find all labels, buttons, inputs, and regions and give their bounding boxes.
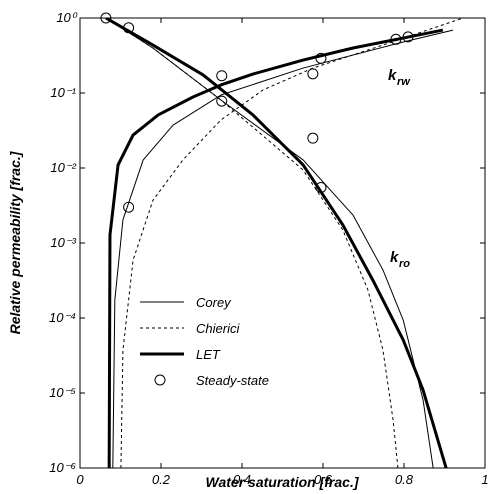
y-tick-label: 10⁻² <box>50 160 76 175</box>
y-tick-label: 10⁻³ <box>50 235 76 250</box>
annotation: k <box>390 249 399 266</box>
curve <box>105 18 448 468</box>
plot-frame <box>79 17 486 469</box>
data-point <box>307 68 319 80</box>
x-tick-label: 0.6 <box>314 472 333 487</box>
legend-label: Chierici <box>196 321 240 336</box>
annotation: k <box>388 67 397 84</box>
curve <box>107 28 444 468</box>
curve <box>112 29 454 468</box>
data-point <box>123 201 135 213</box>
legend-label: Steady-state <box>196 373 269 388</box>
data-point <box>123 22 135 34</box>
data-point <box>315 181 327 193</box>
legend-label: LET <box>196 347 221 362</box>
annotation-subscript: rw <box>397 76 411 88</box>
x-tick-label: 1 <box>481 472 488 487</box>
legend-label: Corey <box>196 295 232 310</box>
y-axis-label: Relative permeability [frac.] <box>7 150 23 334</box>
y-tick-label: 10⁻⁴ <box>49 310 76 325</box>
y-tick-label: 10⁰ <box>56 10 77 25</box>
x-tick-label: 0.8 <box>395 472 414 487</box>
x-axis-label: Water saturation [frac.] <box>206 474 360 490</box>
data-point <box>307 132 319 144</box>
data-point <box>315 52 327 64</box>
curve <box>105 18 399 468</box>
data-point <box>216 95 228 107</box>
y-tick-label: 10⁻¹ <box>50 85 76 100</box>
y-tick-label: 10⁻⁶ <box>49 460 76 475</box>
x-tick-label: 0.2 <box>152 472 171 487</box>
x-tick-label: 0.4 <box>233 472 251 487</box>
data-point <box>216 70 228 82</box>
curve <box>105 18 434 468</box>
x-tick-label: 0 <box>76 472 84 487</box>
legend-marker <box>154 374 166 386</box>
y-tick-label: 10⁻⁵ <box>49 385 76 400</box>
annotation-subscript: ro <box>399 258 410 270</box>
data-point <box>390 33 402 45</box>
curve <box>120 18 464 468</box>
data-point <box>402 31 414 43</box>
data-point <box>100 12 112 24</box>
